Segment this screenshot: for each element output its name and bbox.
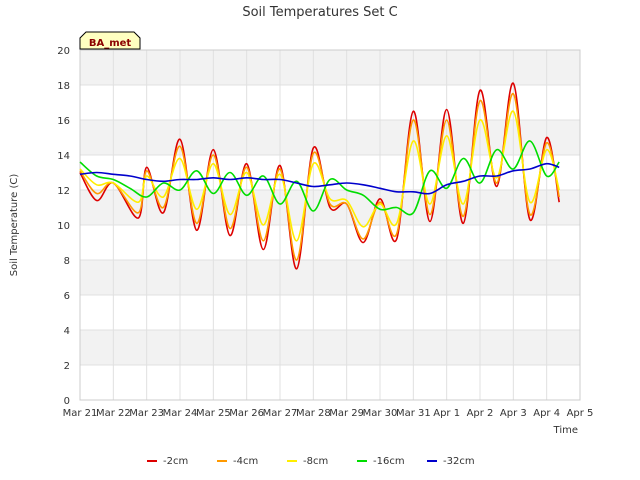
y-axis-label: Soil Temperature (C): [9, 174, 20, 277]
x-tick-label: Mar 22: [96, 408, 131, 419]
series-line-minus-16cm: [79, 140, 560, 216]
x-tick-label: Apr 5: [567, 408, 594, 419]
series-line-minus-8cm: [79, 110, 560, 242]
legend-label: -2cm: [163, 456, 188, 467]
x-tick-label: Mar 30: [363, 408, 398, 419]
series-line-minus-32cm: [79, 162, 560, 195]
plot-band: [80, 260, 580, 295]
plot-band: [80, 330, 580, 365]
badge-box: [79, 31, 141, 50]
legend-label: -4cm: [233, 456, 258, 467]
legend: -2cm -4cm -8cm -16cm -32cm: [147, 456, 475, 467]
y-tick-label: 4: [64, 326, 70, 337]
x-axis-label: Time: [553, 425, 578, 436]
y-tick-label: 10: [57, 221, 70, 232]
x-tick-label: Mar 21: [63, 408, 98, 419]
y-tick-label: 6: [64, 291, 70, 302]
x-tick-label: Apr 1: [433, 408, 460, 419]
plot-band: [80, 50, 580, 85]
x-tick-label: Mar 31: [396, 408, 431, 419]
plot-bands: [80, 50, 580, 365]
x-tick-label: Mar 26: [229, 408, 264, 419]
plot-frame: [79, 49, 581, 401]
x-tick-label: Mar 28: [296, 408, 331, 419]
site-badge: BA_met: [79, 31, 141, 50]
y-tick-label: 12: [57, 186, 70, 197]
chart-title: Soil Temperatures Set C: [242, 5, 397, 20]
y-tick-label: 16: [57, 116, 70, 127]
series-lines: [79, 82, 560, 270]
x-tick-label: Mar 27: [263, 408, 298, 419]
series-line-minus-4cm: [79, 92, 560, 261]
y-tick-label: 2: [64, 361, 70, 372]
y-axis-ticks: 0 2 4 6 8 10 12 14 16 18 20: [57, 46, 70, 407]
y-tick-label: 14: [57, 151, 70, 162]
x-tick-label: Mar 25: [196, 408, 231, 419]
legend-label: -8cm: [303, 456, 328, 467]
y-tick-label: 18: [57, 81, 70, 92]
legend-label: -32cm: [443, 456, 475, 467]
x-tick-label: Apr 2: [467, 408, 494, 419]
legend-label: -16cm: [373, 456, 405, 467]
x-tick-label: Apr 3: [500, 408, 527, 419]
x-tick-label: Apr 4: [533, 408, 560, 419]
y-tick-label: 8: [64, 256, 70, 267]
x-tick-label: Mar 23: [129, 408, 164, 419]
x-tick-label: Mar 24: [163, 408, 198, 419]
badge-label: BA_met: [89, 38, 132, 49]
y-tick-label: 0: [64, 396, 70, 407]
x-tick-label: Mar 29: [329, 408, 364, 419]
y-tick-label: 20: [57, 46, 70, 57]
